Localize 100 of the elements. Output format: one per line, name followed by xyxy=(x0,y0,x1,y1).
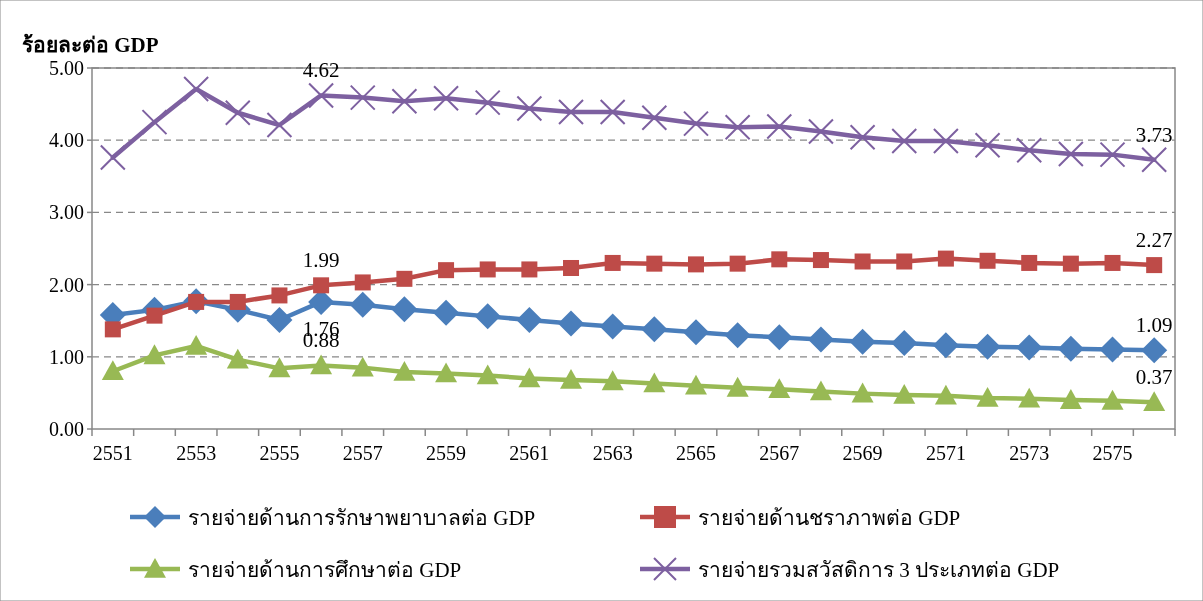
point xyxy=(687,256,704,273)
point xyxy=(766,324,793,351)
x-tick-label: 2553 xyxy=(176,442,217,464)
point xyxy=(726,376,749,397)
x-tick-label: 2565 xyxy=(675,442,716,464)
point xyxy=(560,368,583,389)
point xyxy=(641,104,668,131)
point xyxy=(809,380,832,401)
data-label: 2.27 xyxy=(1135,228,1173,253)
point xyxy=(893,384,916,404)
point xyxy=(558,310,585,337)
point xyxy=(1143,391,1166,412)
point xyxy=(474,303,501,330)
data-label: 1.99 xyxy=(302,248,340,273)
point xyxy=(896,253,913,270)
point xyxy=(807,118,834,145)
point xyxy=(354,274,371,291)
data-label: 0.37 xyxy=(1135,365,1173,390)
point xyxy=(849,124,876,151)
point xyxy=(766,113,793,140)
point xyxy=(101,360,124,381)
point xyxy=(1141,337,1168,364)
point xyxy=(682,319,709,346)
y-tick-label: 4.00 xyxy=(49,129,84,152)
point xyxy=(351,356,374,377)
point xyxy=(643,372,666,393)
point xyxy=(979,252,996,269)
point xyxy=(937,250,954,267)
point xyxy=(1018,387,1041,408)
point xyxy=(521,261,538,278)
x-tick-label: 2573 xyxy=(1009,442,1050,464)
point xyxy=(1021,254,1038,271)
point xyxy=(99,144,126,171)
x-tick-label: 2559 xyxy=(426,442,467,464)
point xyxy=(104,321,121,338)
point xyxy=(891,127,918,154)
point xyxy=(1059,389,1082,409)
x-tick-label: 2551 xyxy=(92,442,133,464)
point xyxy=(851,382,874,403)
point xyxy=(1016,334,1043,361)
point xyxy=(349,84,376,111)
point xyxy=(1057,140,1084,167)
point xyxy=(435,362,458,383)
data-label: 1.09 xyxy=(1135,313,1173,338)
y-tick-label: 2.00 xyxy=(49,273,84,296)
point xyxy=(599,313,626,340)
point xyxy=(807,326,834,353)
point xyxy=(771,251,788,268)
x-tick-label: 2567 xyxy=(759,442,800,464)
point xyxy=(1141,146,1168,173)
point xyxy=(479,261,496,278)
point xyxy=(768,378,791,399)
point xyxy=(141,109,168,136)
point xyxy=(812,252,829,269)
point xyxy=(1104,254,1121,271)
point xyxy=(934,384,957,405)
x-tick-label: 2569 xyxy=(842,442,883,464)
point xyxy=(393,360,416,381)
x-tick-label: 2561 xyxy=(509,442,550,464)
point xyxy=(724,114,751,141)
point xyxy=(558,99,585,126)
x-tick-label: 2557 xyxy=(342,442,383,464)
point xyxy=(224,99,251,126)
point xyxy=(932,332,959,359)
y-tick-label: 3.00 xyxy=(49,201,84,224)
point xyxy=(604,254,621,271)
point xyxy=(1101,389,1124,410)
point xyxy=(474,89,501,116)
point xyxy=(849,328,876,355)
point xyxy=(891,330,918,357)
y-axis-title: ร้อยละต่อ GDP xyxy=(22,33,159,57)
point xyxy=(974,333,1001,360)
legend-label: รายจ่ายด้านชราภาพต่อ GDP xyxy=(698,506,961,530)
point xyxy=(516,306,543,333)
x-tick-label: 2571 xyxy=(925,442,966,464)
point xyxy=(185,334,208,355)
point xyxy=(313,277,330,294)
point xyxy=(229,293,246,310)
point xyxy=(396,270,413,287)
point xyxy=(266,112,293,139)
point xyxy=(268,357,291,378)
point xyxy=(349,291,376,318)
point xyxy=(433,299,460,326)
point xyxy=(438,262,455,279)
point xyxy=(266,306,293,333)
point xyxy=(601,370,624,391)
point xyxy=(1146,257,1163,274)
point xyxy=(599,99,626,126)
point xyxy=(1062,255,1079,272)
x-tick-label: 2563 xyxy=(592,442,633,464)
point xyxy=(183,75,210,102)
point xyxy=(516,95,543,122)
point xyxy=(310,354,333,375)
point xyxy=(1099,336,1126,363)
x-tick-label: 2575 xyxy=(1092,442,1133,464)
point xyxy=(724,322,751,349)
point xyxy=(226,348,249,369)
y-tick-label: 0.00 xyxy=(49,418,84,440)
point xyxy=(682,110,709,137)
point xyxy=(391,296,418,323)
